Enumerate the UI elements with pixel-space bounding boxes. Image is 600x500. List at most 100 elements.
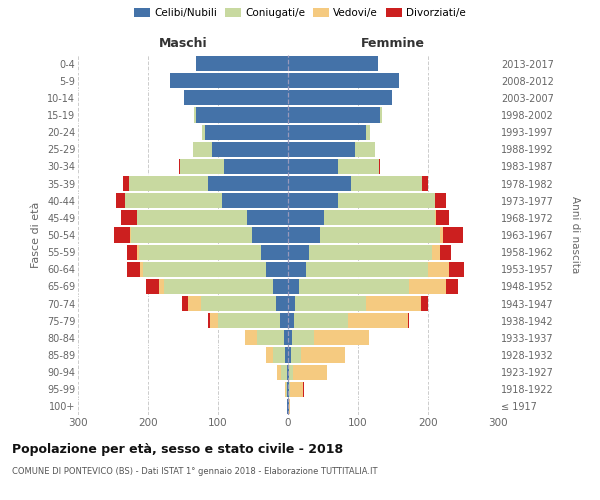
Bar xyxy=(288,228,320,242)
Bar xyxy=(287,364,288,380)
Bar xyxy=(224,159,288,174)
Bar xyxy=(288,364,326,380)
Bar xyxy=(288,262,428,277)
Bar xyxy=(288,313,409,328)
Bar xyxy=(280,313,288,328)
Bar xyxy=(288,244,440,260)
Bar xyxy=(288,382,290,397)
Bar xyxy=(288,56,377,71)
Bar xyxy=(288,193,338,208)
Bar xyxy=(288,348,301,362)
Bar xyxy=(127,244,288,260)
Bar xyxy=(288,90,392,106)
Bar xyxy=(205,124,288,140)
Bar xyxy=(288,56,377,71)
Bar xyxy=(194,108,288,122)
Bar xyxy=(193,142,288,157)
Bar xyxy=(281,364,288,380)
Bar xyxy=(288,159,379,174)
Bar xyxy=(209,313,288,328)
Bar xyxy=(196,56,288,71)
Bar xyxy=(288,399,289,414)
Bar xyxy=(288,124,370,140)
Bar xyxy=(288,364,293,380)
Bar xyxy=(245,330,288,345)
Bar xyxy=(288,330,368,345)
Bar xyxy=(202,124,288,140)
Bar xyxy=(288,193,435,208)
Bar xyxy=(184,90,288,106)
Bar xyxy=(288,124,367,140)
Bar xyxy=(202,124,288,140)
Bar xyxy=(288,176,422,191)
Bar xyxy=(288,159,338,174)
Bar xyxy=(288,90,392,106)
Bar xyxy=(288,73,398,88)
Bar xyxy=(266,348,288,362)
Bar xyxy=(196,56,288,71)
Bar xyxy=(257,330,288,345)
Text: Femmine: Femmine xyxy=(361,37,425,50)
Bar xyxy=(146,279,288,294)
Bar xyxy=(288,124,370,140)
Bar xyxy=(288,330,314,345)
Bar xyxy=(288,244,431,260)
Legend: Celibi/Nubili, Coniugati/e, Vedovi/e, Divorziati/e: Celibi/Nubili, Coniugati/e, Vedovi/e, Di… xyxy=(134,8,466,18)
Bar xyxy=(277,364,288,380)
Bar xyxy=(188,296,288,311)
Bar xyxy=(288,56,377,71)
Bar xyxy=(179,159,288,174)
Bar xyxy=(288,108,382,122)
Bar xyxy=(288,330,292,345)
Bar xyxy=(284,330,288,345)
Bar xyxy=(288,399,290,414)
Bar xyxy=(288,296,428,311)
Bar xyxy=(288,108,382,122)
Bar xyxy=(286,382,288,397)
Text: Maschi: Maschi xyxy=(158,37,208,50)
Bar xyxy=(284,382,288,397)
Bar xyxy=(288,228,440,242)
Bar xyxy=(288,210,325,226)
Bar xyxy=(288,244,451,260)
Bar xyxy=(180,159,288,174)
Bar xyxy=(125,193,288,208)
Bar xyxy=(288,228,443,242)
Bar xyxy=(288,313,293,328)
Bar xyxy=(170,73,288,88)
Bar xyxy=(137,244,288,260)
Bar xyxy=(131,228,288,242)
Bar xyxy=(184,90,288,106)
Bar xyxy=(288,348,345,362)
Bar xyxy=(272,279,288,294)
Bar xyxy=(266,348,288,362)
Bar xyxy=(287,399,288,414)
Bar xyxy=(288,228,463,242)
Bar xyxy=(288,108,382,122)
Bar xyxy=(124,176,288,191)
Bar xyxy=(288,382,303,397)
Bar xyxy=(287,382,288,397)
Bar xyxy=(196,56,288,71)
Bar xyxy=(288,108,380,122)
Bar xyxy=(180,159,288,174)
Bar xyxy=(200,296,288,311)
Bar xyxy=(170,73,288,88)
Bar xyxy=(288,279,299,294)
Bar xyxy=(125,193,288,208)
Bar xyxy=(137,210,288,226)
Bar xyxy=(170,73,288,88)
Bar xyxy=(245,330,288,345)
Bar xyxy=(127,262,288,277)
Bar xyxy=(277,364,288,380)
Bar xyxy=(288,330,368,345)
Y-axis label: Fasce di età: Fasce di età xyxy=(31,202,41,268)
Text: Popolazione per età, sesso e stato civile - 2018: Popolazione per età, sesso e stato civil… xyxy=(12,442,343,456)
Bar xyxy=(288,210,436,226)
Bar xyxy=(194,108,288,122)
Bar xyxy=(287,399,288,414)
Bar xyxy=(287,399,288,414)
Bar xyxy=(285,348,288,362)
Bar xyxy=(288,313,408,328)
Bar xyxy=(288,348,345,362)
